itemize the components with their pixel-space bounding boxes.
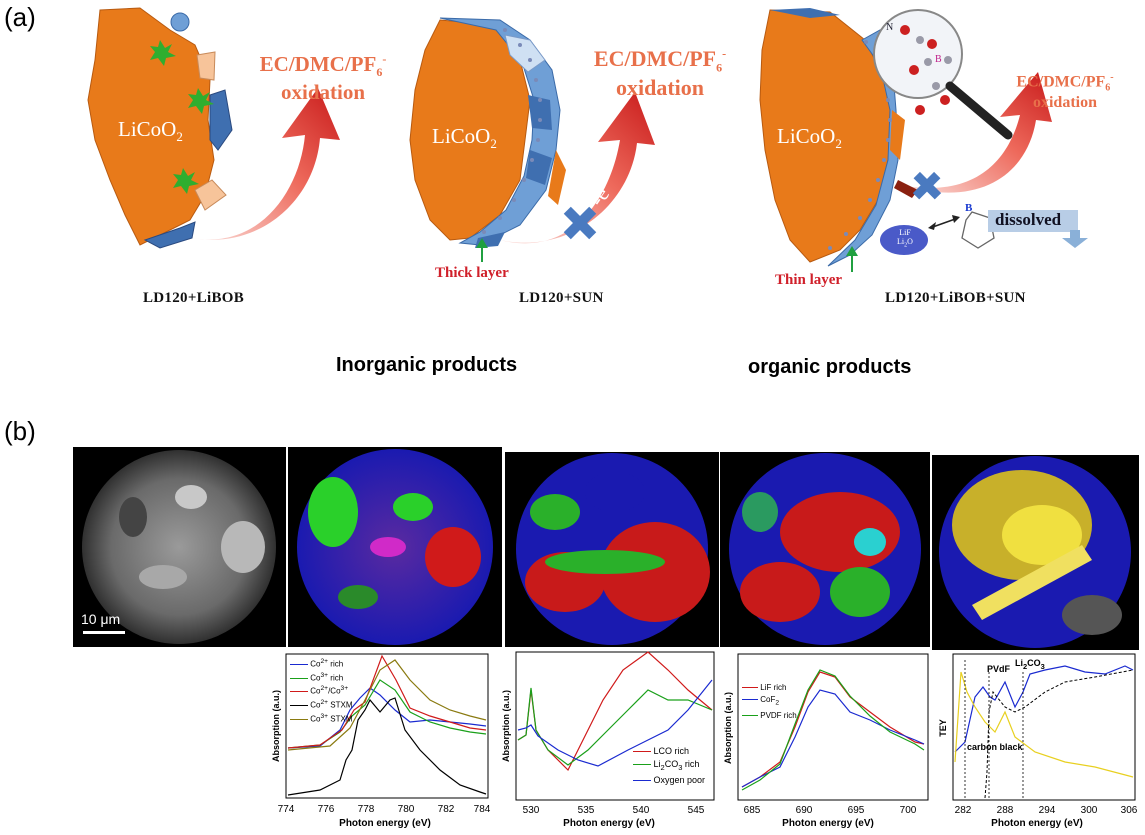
- scheme-2-layer-label: Thick layer: [435, 265, 509, 281]
- legend-lco-rich: LCO rich: [633, 745, 705, 758]
- legend-co3-rich: Co3+ rich: [290, 670, 353, 684]
- spectrum-2-ylabel: Absorption (a.u.): [501, 690, 511, 762]
- scheme-1-particle: [87, 7, 340, 249]
- svg-text:300: 300: [1081, 805, 1098, 816]
- scheme-3-layer-label: Thin layer: [775, 272, 843, 288]
- svg-text:784: 784: [474, 804, 491, 815]
- scheme-3-particle: [759, 8, 1088, 272]
- series-blue: [954, 665, 1134, 753]
- spectrum-1-legend: Co2+ rich Co3+ rich Co2+/Co3+ Co2+ STXM …: [290, 656, 353, 724]
- svg-text:700: 700: [900, 805, 917, 816]
- annotation-li2co3: Li2CO3: [1015, 658, 1045, 671]
- inorganic-legend-label: Inorganic products: [336, 354, 518, 376]
- svg-text:778: 778: [358, 804, 375, 815]
- legend-co2-rich: Co2+ rich: [290, 656, 353, 670]
- scale-bar: [83, 631, 125, 634]
- microscopy-image-o-map: [505, 452, 719, 647]
- svg-text:535: 535: [578, 805, 595, 816]
- scheme-3-nitrogen: N: [886, 22, 894, 33]
- spectrum-1-ylabel: Absorption (a.u.): [271, 690, 281, 762]
- scale-bar-label: 10 μm: [81, 611, 121, 627]
- spectrum-3-xticks: 685 690 695 700: [744, 805, 917, 816]
- spectrum-2-xticks: 530 535 540 545: [523, 805, 705, 816]
- spectrum-4-xlabel: Photon energy (eV): [991, 818, 1083, 829]
- panel-a-schematic: [87, 7, 1088, 272]
- spectrum-3-legend: LiF rich CoF2 PVDF rich: [742, 682, 797, 722]
- svg-text:695: 695: [848, 805, 865, 816]
- series-co2-stxm: [287, 697, 487, 796]
- spectrum-1-xticks: 774 776 778 780 782 784: [278, 804, 491, 815]
- series-cof2: [741, 689, 925, 788]
- scheme-2-caption: LD120+SUN: [519, 290, 604, 306]
- svg-text:530: 530: [523, 805, 540, 816]
- svg-text:545: 545: [688, 805, 705, 816]
- annotation-pvdf: PVdF: [987, 664, 1011, 674]
- svg-text:782: 782: [438, 804, 455, 815]
- spectrum-2-xlabel: Photon energy (eV): [563, 818, 655, 829]
- spectrum-1-xlabel: Photon energy (eV): [339, 818, 431, 829]
- panel-a-label: (a): [4, 2, 36, 32]
- spectrum-c-k-edge: 282 288 294 300 306 Photon energy (eV) T…: [935, 652, 1140, 830]
- scheme-3-boron: B: [965, 202, 973, 214]
- svg-text:306: 306: [1121, 805, 1138, 816]
- series-co3-stxm: [287, 659, 487, 751]
- legend-li2co3-rich: Li2CO3 rich: [633, 758, 705, 774]
- legend-co2-co3: Co2+/Co3+: [290, 683, 353, 697]
- scheme-3-oxidation: EC/DMC/PF6- oxidation: [1016, 72, 1114, 112]
- scheme-1-caption: LD120+LiBOB: [143, 290, 245, 306]
- series-pvdf-rich: [741, 669, 925, 791]
- series-co2-co3: [287, 654, 487, 749]
- microscopy-image-co-map: [288, 447, 502, 647]
- series-black-dashed: [984, 669, 1134, 799]
- organic-legend-label: organic products: [748, 356, 912, 378]
- svg-text:685: 685: [744, 805, 761, 816]
- svg-text:780: 780: [398, 804, 415, 815]
- svg-text:776: 776: [318, 804, 335, 815]
- annotation-carbon-black: carbon black: [967, 742, 1023, 752]
- series-yellow: [954, 671, 1134, 778]
- microscopy-image-grayscale: 10 μm: [73, 447, 286, 647]
- scheme-1-oxidation: EC/DMC/PF6- oxidation: [259, 52, 387, 104]
- spectrum-3-xlabel: Photon energy (eV): [782, 818, 874, 829]
- panel-b-label: (b): [4, 416, 36, 446]
- svg-text:288: 288: [997, 805, 1014, 816]
- spectrum-f-k-edge: 685 690 695 700 Photon energy (eV) Absor…: [720, 652, 935, 830]
- spectrum-4-ylabel: TEY: [938, 719, 948, 737]
- legend-cof2: CoF2: [742, 694, 797, 710]
- spectrum-2-legend: LCO rich Li2CO3 rich Oxygen poor: [633, 745, 705, 787]
- svg-text:540: 540: [633, 805, 650, 816]
- svg-text:690: 690: [796, 805, 813, 816]
- scheme-3-dissolved: dissolved: [995, 210, 1062, 229]
- spectrum-3-ylabel: Absorption (a.u.): [723, 692, 733, 764]
- svg-text:294: 294: [1039, 805, 1056, 816]
- svg-text:774: 774: [278, 804, 295, 815]
- spectrum-co-l-edge: 774 776 778 780 782 784 Photon energy (e…: [270, 650, 500, 830]
- svg-text:282: 282: [955, 805, 972, 816]
- spectrum-o-k-edge: 530 535 540 545 Photon energy (eV) Absor…: [498, 650, 720, 830]
- series-oxygen-poor: [517, 679, 713, 767]
- legend-oxygen-poor: Oxygen poor: [633, 774, 705, 787]
- microscopy-image-f-map: [720, 452, 930, 647]
- scheme-2-oxidation: EC/DMC/PF6- oxidation: [593, 46, 727, 101]
- spectrum-4-xticks: 282 288 294 300 306: [955, 805, 1138, 816]
- legend-lif-rich: LiF rich: [742, 682, 797, 694]
- legend-co2-stxm: Co2+ STXM: [290, 697, 353, 711]
- scheme-3-lif-label: LiF Li2O: [897, 228, 913, 249]
- scheme-3-material: LiCoO2: [777, 124, 842, 152]
- scheme-2-material: LiCoO2: [432, 124, 497, 152]
- scheme-1-material: LiCoO2: [118, 117, 183, 145]
- series-li2co3-rich: [517, 687, 713, 766]
- scheme-3-boron-magnifier: B: [935, 54, 942, 65]
- legend-pvdf-rich: PVDF rich: [742, 710, 797, 722]
- series-lif-rich: [741, 671, 925, 788]
- scheme-3-caption: LD120+LiBOB+SUN: [885, 290, 1026, 306]
- legend-co3-stxm: Co3+ STXM: [290, 711, 353, 725]
- microscopy-image-c-map: [932, 455, 1139, 650]
- scheme-2-particle: [409, 17, 655, 262]
